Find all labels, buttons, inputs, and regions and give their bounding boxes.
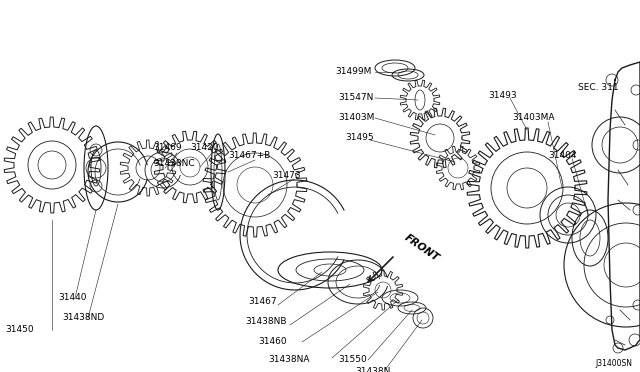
Text: 31438N: 31438N	[355, 368, 390, 372]
Text: 31440: 31440	[58, 294, 86, 302]
Text: 31403M: 31403M	[338, 113, 374, 122]
Text: J31400SN: J31400SN	[595, 359, 632, 368]
Text: 31438ND: 31438ND	[62, 314, 104, 323]
Text: 31438NA: 31438NA	[268, 356, 310, 365]
Text: 31550: 31550	[338, 356, 367, 365]
Text: 31495: 31495	[345, 134, 374, 142]
Text: 31467: 31467	[248, 298, 276, 307]
Text: 31438NB: 31438NB	[245, 317, 287, 327]
Text: 31403MA: 31403MA	[512, 113, 554, 122]
Text: 31467+B: 31467+B	[228, 151, 270, 160]
Text: 31450: 31450	[5, 326, 34, 334]
Text: 31547N: 31547N	[338, 93, 373, 103]
Text: 31469: 31469	[153, 144, 182, 153]
Text: 31499M: 31499M	[335, 67, 371, 77]
Text: 31404: 31404	[548, 151, 577, 160]
Text: 31493: 31493	[488, 90, 516, 99]
Text: 31460: 31460	[258, 337, 287, 346]
Text: 31473: 31473	[272, 170, 301, 180]
Text: 31438NC: 31438NC	[153, 158, 195, 167]
Text: SEC. 311: SEC. 311	[578, 83, 619, 93]
Text: FRONT: FRONT	[403, 232, 442, 263]
Text: 31420: 31420	[190, 144, 218, 153]
